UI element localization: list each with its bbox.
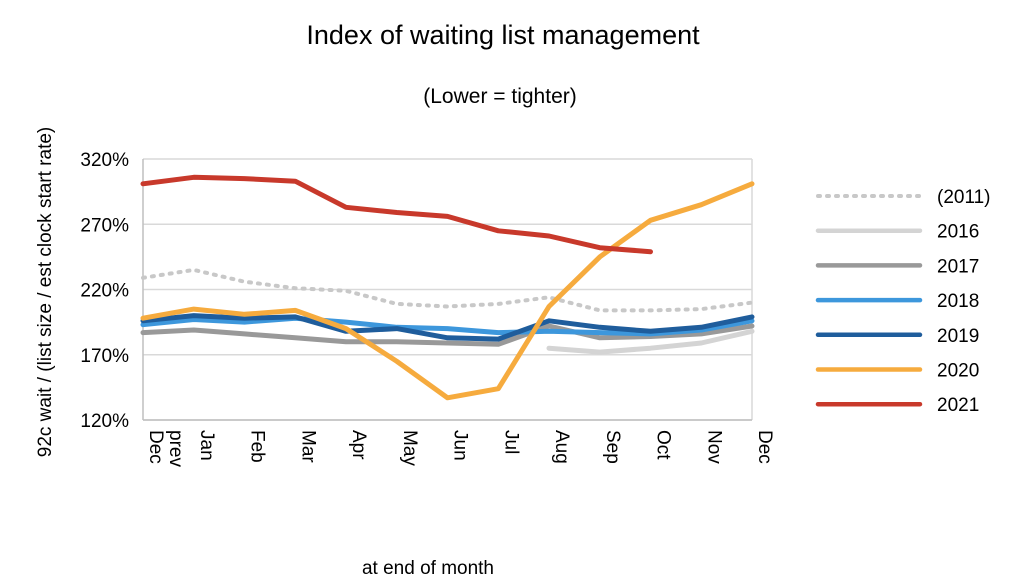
- legend-label: 2019: [937, 326, 979, 347]
- x-tick-label: Nov: [703, 430, 724, 464]
- x-tick-group: Dec prev: [145, 430, 186, 467]
- x-tick-label: prev: [165, 430, 186, 467]
- x-tick-label: Jan: [196, 430, 217, 461]
- legend-label: 2021: [937, 395, 979, 416]
- legend-label: 2018: [937, 291, 979, 312]
- x-tick-group: Sep: [602, 430, 623, 464]
- x-tick-label: Oct: [653, 430, 674, 460]
- x-tick-label: Jul: [500, 430, 521, 454]
- series-line-2021: [140, 174, 653, 255]
- y-tick-labels: 120% 170% 220% 270% 320%: [80, 150, 129, 432]
- x-tick-group: Feb: [247, 430, 268, 463]
- series-line-2011: [141, 267, 754, 313]
- x-tick-group: Jul: [500, 430, 521, 454]
- legend: (2011) 2016 2017 2018 2019 2020 2021: [815, 187, 991, 416]
- series-line-2016: [546, 328, 755, 355]
- x-tick-labels: Dec prev Jan Feb Mar Apr May Jun Jul Aug Sep Oct Nov…: [145, 430, 775, 467]
- x-tick-label: Mar: [297, 430, 318, 463]
- x-tick-group: Mar: [297, 430, 318, 463]
- gridlines: [143, 158, 752, 421]
- x-tick-label: Aug: [551, 430, 572, 464]
- legend-label: 2017: [937, 256, 979, 277]
- x-tick-label: Dec: [754, 430, 775, 464]
- plot-frame: [142, 159, 753, 421]
- x-axis-label: at end of month: [362, 558, 494, 579]
- x-tick-group: Jun: [450, 430, 471, 461]
- x-tick-label: Apr: [348, 430, 369, 460]
- series-line-2017: [140, 323, 755, 347]
- legend-label: (2011): [937, 187, 991, 208]
- legend-label: 2016: [937, 222, 979, 243]
- series-line-2018: [140, 315, 755, 337]
- x-tick-label: Dec: [145, 430, 166, 464]
- x-tick-group: May: [399, 430, 420, 466]
- x-tick-label: Feb: [247, 430, 268, 463]
- x-tick-group: Nov: [703, 430, 724, 464]
- x-tick-label: Jun: [450, 430, 471, 461]
- y-tick-label: 120%: [80, 411, 129, 432]
- y-tick-label: 320%: [80, 150, 129, 171]
- legend-label: 2020: [937, 361, 979, 382]
- x-tick-group: Aug: [551, 430, 572, 464]
- y-tick-label: 170%: [80, 346, 129, 367]
- series-line-2020: [140, 181, 755, 401]
- y-tick-label: 270%: [80, 215, 129, 236]
- y-tick-label: 220%: [80, 281, 129, 302]
- chart-subtitle: (Lower = tighter): [423, 85, 576, 108]
- x-tick-group: Dec: [754, 430, 775, 464]
- series-line-2019: [140, 313, 755, 342]
- x-tick-group: Jan: [196, 430, 217, 461]
- y-axis-label: 92c wait / (list size / est clock start …: [35, 127, 56, 457]
- x-tick-group: Apr: [348, 430, 369, 460]
- x-tick-label: Sep: [602, 430, 623, 464]
- series-lines: [140, 174, 755, 401]
- x-tick-label: May: [399, 430, 420, 466]
- x-tick-group: Oct: [653, 430, 674, 460]
- chart-title: Index of waiting list management: [306, 20, 700, 50]
